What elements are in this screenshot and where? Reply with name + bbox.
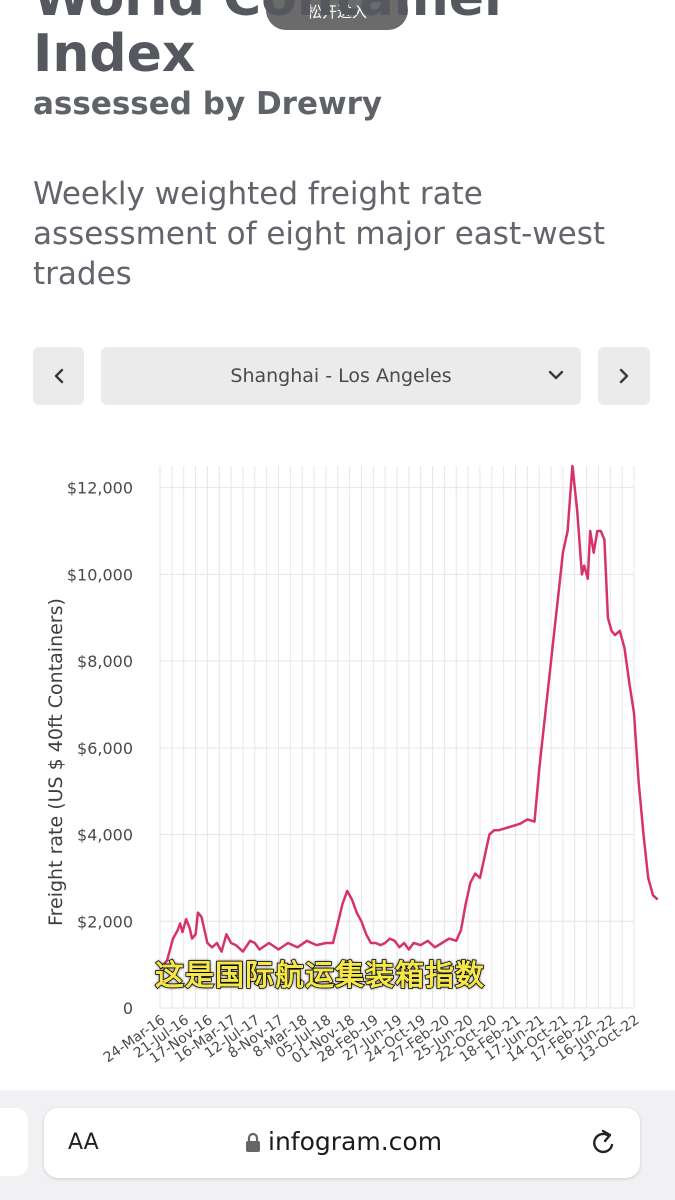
chevron-down-icon	[548, 370, 564, 380]
text-size-button[interactable]: AA	[68, 1130, 99, 1155]
x-axis-ticks: 24-Mar-1621-Jul-1617-Nov-1616-Mar-1712-J…	[101, 1012, 643, 1067]
y-axis-ticks: 0 $2,000 $4,000 $6,000 $8,000 $10,000 $12,000	[67, 479, 133, 1018]
release-to-enter-hint: 松开进入	[266, 0, 408, 30]
page-subtitle: assessed by Drewry	[33, 86, 383, 122]
y-tick-label: $4,000	[77, 826, 133, 845]
address-bar[interactable]: AA infogram.com	[44, 1108, 640, 1178]
url-text: infogram.com	[268, 1127, 443, 1156]
chevron-left-icon	[54, 368, 63, 384]
home-indicator-area	[0, 1183, 675, 1200]
video-caption: 这是国际航运集装箱指数	[154, 957, 486, 993]
y-tick-label: $2,000	[77, 912, 133, 931]
page-title-line2: Index	[33, 24, 196, 84]
lock-icon	[246, 1132, 260, 1152]
route-select-value: Shanghai - Los Angeles	[230, 365, 452, 387]
y-tick-label: 0	[123, 999, 133, 1018]
y-tick-label: $10,000	[67, 565, 133, 584]
next-route-button[interactable]	[598, 347, 650, 405]
previous-route-button[interactable]	[33, 347, 84, 405]
freight-rate-chart: 0$2,000$4,000$6,000$8,000$10,000$12,000 …	[45, 464, 659, 1067]
reload-icon[interactable]	[590, 1128, 618, 1158]
page-title: World Container Index	[33, 0, 510, 82]
page-title-line1: World Container	[33, 0, 510, 26]
y-axis-label: Freight rate (US $ 40ft Containers)	[45, 598, 67, 926]
y-tick-label: $8,000	[77, 652, 133, 671]
chevron-right-icon	[619, 368, 629, 384]
freight-rate-line	[159, 464, 659, 970]
previous-tab-edge[interactable]	[0, 1108, 28, 1176]
route-select[interactable]: Shanghai - Los Angeles	[101, 347, 581, 405]
page-description: Weekly weighted freight rate assessment …	[33, 176, 606, 292]
y-tick-label: $6,000	[77, 739, 133, 758]
y-tick-label: $12,000	[67, 479, 133, 498]
chart-series	[159, 464, 659, 970]
